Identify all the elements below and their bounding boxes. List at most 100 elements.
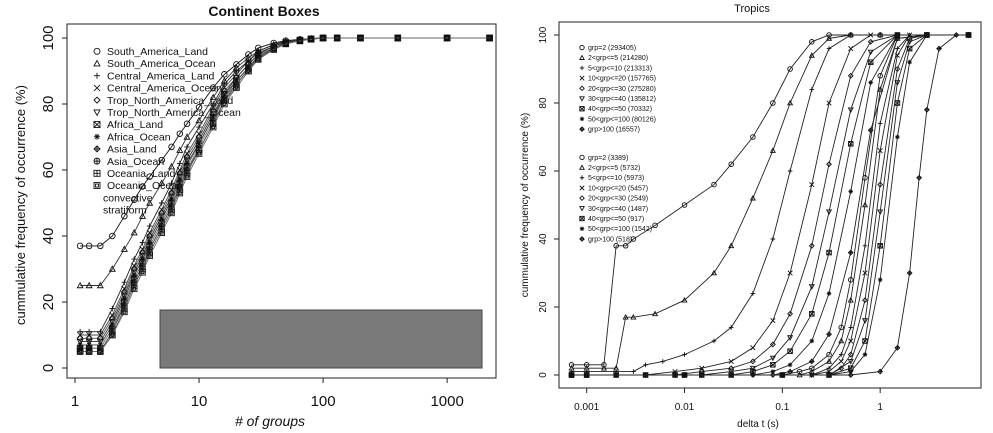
legend-label: South_America_Ocean xyxy=(107,58,216,70)
legend-label: Central_America_Land xyxy=(107,70,215,82)
series-point xyxy=(808,358,815,365)
x-tick-label: 0.01 xyxy=(675,402,695,413)
series-point xyxy=(953,32,960,38)
series-2 xyxy=(569,32,971,374)
series-point xyxy=(183,120,191,128)
series-point xyxy=(77,328,83,335)
series-point xyxy=(109,331,116,339)
series-point xyxy=(233,84,240,91)
series-point xyxy=(652,222,658,229)
series-point xyxy=(809,311,815,317)
series-point xyxy=(209,84,217,91)
y-tick-label: 20 xyxy=(538,301,549,313)
series-point xyxy=(307,36,315,43)
series-point xyxy=(196,124,202,130)
right-series xyxy=(568,31,972,379)
legend-marker xyxy=(579,116,585,122)
series-point xyxy=(195,150,203,157)
legend-label: Asia_Ocean xyxy=(107,156,164,168)
series-point xyxy=(769,147,776,153)
legend-marker xyxy=(579,175,585,180)
series-point xyxy=(907,59,912,65)
series-point xyxy=(894,35,901,41)
series-point xyxy=(168,209,175,217)
series-point xyxy=(220,91,228,98)
series-point xyxy=(861,318,869,324)
series-point xyxy=(848,338,854,344)
series-point xyxy=(167,162,176,170)
series-point xyxy=(121,279,128,285)
series-point xyxy=(120,245,128,252)
legend-marker xyxy=(579,185,585,191)
series-point xyxy=(906,270,913,276)
right-y-ticks: 0 20 40 60 80 100 xyxy=(538,26,559,378)
series-point xyxy=(906,35,913,42)
legend-label: Trop_North_America_Ocean xyxy=(107,107,241,119)
series-point xyxy=(184,160,190,167)
series-point xyxy=(357,34,364,42)
series-point xyxy=(877,147,883,154)
legend-marker xyxy=(93,47,101,55)
series-point xyxy=(660,359,666,364)
series-point xyxy=(861,201,869,208)
series-point xyxy=(130,196,138,203)
legend-marker xyxy=(579,65,585,71)
legend-label: Central_America_Ocean xyxy=(107,83,222,95)
legend-marker xyxy=(93,182,101,189)
series-point xyxy=(809,338,815,344)
series-point xyxy=(787,335,794,341)
series-point xyxy=(97,348,104,355)
series-point xyxy=(750,134,756,140)
x-tick-label: 0.001 xyxy=(574,402,599,413)
series-point xyxy=(787,310,794,317)
series-point xyxy=(85,348,93,355)
series-point xyxy=(826,331,832,338)
series-point xyxy=(168,180,175,186)
left-x-ticks: 1 10 100 1000 xyxy=(71,378,464,410)
series-point xyxy=(601,362,607,368)
series-point xyxy=(176,130,184,137)
series-point xyxy=(76,242,84,250)
series-point xyxy=(728,369,735,375)
series-point xyxy=(296,37,304,45)
legend-label: 30<grp<=40 (1487) xyxy=(588,206,648,213)
series-line xyxy=(80,37,490,352)
series-point xyxy=(877,181,884,188)
series-point xyxy=(862,297,868,304)
series-point xyxy=(848,189,854,194)
series-point xyxy=(877,243,883,249)
series-point xyxy=(770,317,776,324)
series-point xyxy=(877,277,883,283)
right-x-axis-label: delta t (s) xyxy=(737,419,779,430)
series-point xyxy=(158,179,166,186)
series-point xyxy=(826,46,832,51)
series-point xyxy=(826,291,832,296)
series-point xyxy=(728,242,735,249)
legend-marker xyxy=(579,154,585,161)
series-point xyxy=(787,168,793,174)
right-plot-frame xyxy=(558,21,982,389)
series-point xyxy=(96,281,104,289)
series-point xyxy=(907,32,913,38)
series-point xyxy=(906,45,913,52)
series-point xyxy=(809,365,815,371)
series-point xyxy=(177,160,183,167)
series-point xyxy=(838,324,844,331)
series-point xyxy=(583,372,590,378)
series-point xyxy=(221,81,228,87)
series-point xyxy=(158,156,165,164)
y-tick-label: 60 xyxy=(40,162,57,179)
tropics-panel: Tropics 0 20 40 60 80 100 0.001 0.01 0.1 1 delta… xyxy=(520,3,982,430)
series-point xyxy=(787,66,793,72)
legend-marker xyxy=(579,75,585,81)
x-tick-label: 1000 xyxy=(430,393,463,410)
right-y-axis-label: cummulative frequency of occurrence (%) xyxy=(520,113,531,298)
x-tick-label: 1 xyxy=(877,402,883,413)
legend-marker xyxy=(94,72,100,79)
right-title: Tropics xyxy=(734,3,770,15)
series-point xyxy=(184,144,190,150)
series-point xyxy=(809,181,815,188)
series-point xyxy=(847,141,854,147)
legend-label: 30<grp<=40 (135812) xyxy=(588,96,656,103)
series-point xyxy=(838,352,844,357)
